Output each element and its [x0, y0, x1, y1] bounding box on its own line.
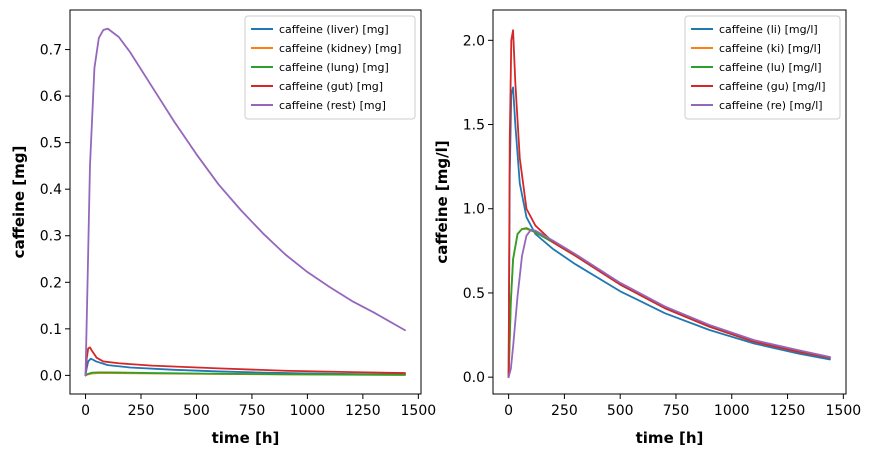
series-line-0	[507, 86, 831, 379]
y-tick-label: 1.5	[463, 118, 485, 134]
y-tick-label: 0.5	[40, 136, 62, 152]
series-line-3	[84, 346, 406, 377]
x-tick-label: 1000	[290, 403, 326, 419]
x-tick-label: 0	[504, 403, 513, 419]
legend-entry: caffeine (lu) [mg/l]	[719, 61, 822, 74]
x-tick-label: 1250	[345, 403, 381, 419]
y-tick-label: 0.5	[463, 286, 485, 302]
x-axis-label: time [h]	[636, 429, 704, 447]
axes-frame	[492, 9, 847, 395]
legend: caffeine (li) [mg/l] caffeine (ki) [mg/l]…	[684, 15, 841, 120]
x-tick-label: 1500	[826, 403, 862, 419]
y-tick-label: 0.2	[40, 275, 62, 291]
x-tick-label: 250	[551, 403, 578, 419]
legend-entry: caffeine (ki) [mg/l]	[719, 42, 821, 55]
x-tick-label: 1500	[401, 403, 437, 419]
legend-entry: caffeine (re) [mg/l]	[719, 99, 823, 112]
legend: caffeine (liver) [mg] caffeine (kidney) […	[244, 15, 416, 120]
x-tick-label: 500	[607, 403, 634, 419]
y-axis-label: caffeine [mg/l]	[433, 140, 451, 263]
legend-entry: caffeine (li) [mg/l]	[719, 23, 818, 36]
y-tick-label: 0.1	[40, 322, 62, 338]
series-line-3	[507, 29, 831, 379]
series-line-4	[84, 27, 406, 377]
chart-right: 0 250 500 750 1000 1250 1500 0.0 0.5 1.0 1.5 2.0 tim…	[433, 9, 862, 447]
legend-entry: caffeine (rest) [mg]	[279, 99, 386, 112]
x-tick-label: 1250	[770, 403, 806, 419]
y-tick-label: 0.0	[463, 370, 485, 386]
y-tick-label: 1.0	[463, 202, 485, 218]
series-line-0	[84, 357, 406, 377]
legend-entry: caffeine (gut) [mg]	[279, 80, 383, 93]
y-tick-label: 0.6	[40, 89, 62, 105]
chart-left: 0 250 500 750 1000 1250 1500 0.0 0.1 0.2 0.3 0.4 0.5…	[10, 9, 437, 447]
legend-entry: caffeine (kidney) [mg]	[279, 42, 401, 55]
y-axis-label: caffeine [mg]	[10, 146, 28, 259]
series-line-2	[84, 371, 406, 377]
legend-entry: caffeine (lung) [mg]	[279, 61, 389, 74]
x-tick-label: 1000	[714, 403, 750, 419]
y-tick-label: 0.0	[40, 368, 62, 384]
x-tick-label: 0	[81, 403, 90, 419]
x-tick-label: 250	[128, 403, 155, 419]
y-tick-label: 0.3	[40, 229, 62, 245]
x-tick-label: 750	[663, 403, 690, 419]
x-tick-label: 500	[183, 403, 210, 419]
y-tick-label: 2.0	[463, 33, 485, 49]
legend-box	[244, 15, 416, 120]
axes-frame	[69, 9, 422, 395]
series-line-2	[507, 227, 831, 379]
x-tick-label: 750	[239, 403, 266, 419]
x-axis-label: time [h]	[212, 429, 280, 447]
y-tick-label: 0.7	[40, 43, 62, 59]
legend-entry: caffeine (liver) [mg]	[279, 23, 389, 36]
series-line-4	[507, 228, 831, 379]
y-tick-label: 0.4	[40, 182, 62, 198]
legend-entry: caffeine (gu) [mg/l]	[719, 80, 826, 93]
legend-box	[684, 15, 841, 120]
